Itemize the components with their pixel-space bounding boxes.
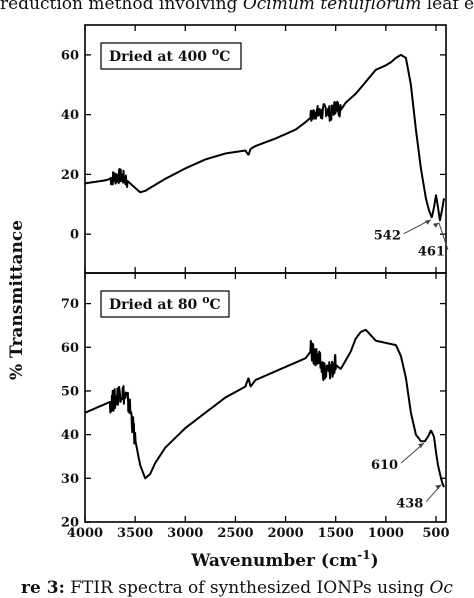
x-tick-label-5: 1500 — [318, 526, 354, 541]
x-tick-label-4: 2000 — [267, 526, 303, 541]
panel-2-y-tick-label-5: 70 — [61, 297, 79, 312]
panel-2-legend-degree: o — [202, 293, 209, 306]
panel-1-legend-text: Dried at 400 — [109, 49, 212, 65]
x-tick-label-0: 4000 — [67, 526, 103, 541]
caption-bottom-text: re 3: FTIR spectra of synthesized IONPs … — [0, 578, 474, 598]
panel-2-y-tick-label-4: 60 — [61, 341, 79, 356]
panel-1-legend-box — [100, 42, 242, 70]
panel-1-annotation-461: 461 — [418, 245, 445, 260]
x-tick-label-6: 1000 — [368, 526, 404, 541]
x-tick-label-7: 500 — [422, 526, 449, 541]
panel-2-y-tick-label-0: 20 — [61, 516, 79, 531]
caption-top-text: reduction method involving Ocimum tenuif… — [0, 0, 474, 14]
panel-1-spectrum-line — [84, 54, 445, 222]
caption-top-italic: Ocimum tenuiflorum — [242, 0, 422, 14]
panel-1-annotation-arrowhead-542 — [424, 219, 431, 225]
x-axis-title-main: Wavenumber (cm — [190, 551, 357, 571]
panel-1-legend-label: Dried at 400 oC — [109, 45, 230, 65]
panel-1-annotation-542: 542 — [374, 229, 401, 244]
panel-2-legend-text: Dried at 80 — [109, 297, 202, 313]
caption-bottom-italic: Oc — [429, 578, 453, 598]
panel-1-legend-unit: C — [219, 49, 230, 65]
panel-1-y-tick-label-0: 0 — [70, 228, 79, 243]
panel-1-legend-degree: o — [212, 45, 219, 58]
y-axis-title: % Transmittance — [7, 220, 27, 380]
panel-2-legend-box — [100, 290, 230, 318]
panel-2-annotation-arrowhead-438 — [435, 484, 442, 490]
x-tick-label-1: 3500 — [117, 526, 153, 541]
panel-2-legend-label: Dried at 80 oC — [109, 293, 221, 313]
panel-1-y-tick-label-1: 20 — [61, 168, 79, 183]
panel-1-y-tick-label-3: 60 — [61, 48, 79, 63]
panel-2-y-tick-label-3: 50 — [61, 384, 79, 399]
panel-2-y-tick-label-1: 30 — [61, 472, 79, 487]
panel-1-annotation-arrow-461 — [438, 222, 449, 250]
panel-1-annotation-arrowhead-461 — [432, 222, 439, 228]
caption-bottom-main: FTIR spectra of synthesized IONPs using — [64, 578, 430, 598]
x-tick-label-3: 2500 — [217, 526, 253, 541]
panel-1-y-tick-label-2: 40 — [61, 108, 79, 123]
panel-2-spectrum-line — [84, 328, 445, 488]
x-tick-label-2: 3000 — [167, 526, 203, 541]
x-axis-title-sup: -1 — [357, 548, 370, 562]
panel-2-annotation-610: 610 — [371, 458, 398, 473]
panel-2-frame — [84, 272, 447, 523]
caption-top-pre: reduction method involving — [0, 0, 243, 14]
panel-2-annotation-arrowhead-610 — [417, 443, 424, 449]
panel-2-annotation-438: 438 — [396, 497, 423, 512]
x-axis-title: Wavenumber (cm-1) — [190, 548, 378, 571]
x-axis-title-close: ) — [371, 551, 379, 571]
caption-bottom-bold: re 3: — [21, 578, 65, 598]
panel-2-y-tick-label-2: 40 — [61, 428, 79, 443]
caption-top-post: leaf ex — [426, 0, 474, 14]
panel-2-legend-unit: C — [210, 297, 221, 313]
